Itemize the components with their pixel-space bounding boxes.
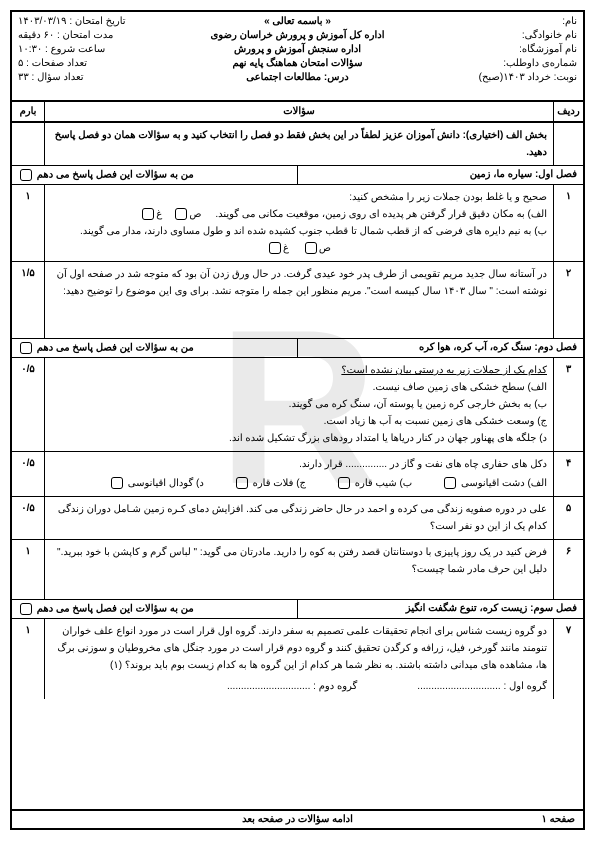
q3-score: ۰/۵ bbox=[12, 358, 44, 451]
checkbox-icon[interactable] bbox=[142, 208, 154, 220]
q3-num: ۳ bbox=[553, 358, 583, 451]
course-line: درس: مطالعات اجتماعی bbox=[204, 72, 390, 83]
q4-score: ۰/۵ bbox=[12, 452, 44, 496]
section-2-bar: فصل دوم: سنگ کره، آب کره، هوا کره من به … bbox=[12, 339, 583, 358]
q5-score: ۰/۵ bbox=[12, 497, 44, 539]
q4-num: ۴ bbox=[553, 452, 583, 496]
col-row-header: ردیف bbox=[553, 102, 583, 121]
question-5: ۵ علی در دوره صفویه زندگی می کرده و احمد… bbox=[12, 497, 583, 540]
checkbox-icon[interactable] bbox=[20, 342, 32, 354]
q2-num: ۲ bbox=[553, 262, 583, 338]
section-2-answer: من به سؤالات این فصل پاسخ می دهم bbox=[12, 339, 297, 357]
exam-start: ساعت شروع : ۱۰:۳۰ bbox=[18, 44, 204, 55]
question-2: ۲ در آستانه سال جدید مریم تقویمی از طرف … bbox=[12, 262, 583, 339]
intro-text: بخش الف (اختیاری): دانش آموزان عزیز لطفا… bbox=[44, 123, 553, 165]
section-3-title: فصل سوم: زیست کره، تنوع شگفت انگیز bbox=[297, 600, 583, 618]
q7-num: ۷ bbox=[553, 619, 583, 699]
section-1-answer: من به سؤالات این فصل پاسخ می دهم bbox=[12, 166, 297, 184]
label-family: نام خانوادگی: bbox=[391, 30, 577, 41]
exam-duration: مدت امتحان : ۶۰ دقیقه bbox=[18, 30, 204, 41]
q5-num: ۵ bbox=[553, 497, 583, 539]
header-right: نام: نام خانوادگی: نام آموزشگاه: شماره‌ی… bbox=[391, 16, 577, 96]
page-count: تعداد صفحات : ۵ bbox=[18, 58, 204, 69]
section-3-answer: من به سؤالات این فصل پاسخ می دهم bbox=[12, 600, 297, 618]
question-4: ۴ دکل های حفاری چاه های نفت و گاز در ...… bbox=[12, 452, 583, 497]
label-candidate: شماره‌ی داوطلب: bbox=[391, 58, 577, 69]
footer-continue: ادامه سؤالات در صفحه بعد bbox=[205, 814, 390, 825]
q6-num: ۶ bbox=[553, 540, 583, 599]
question-3: ۳ کدام یک از جملات زیر به درستی بیان نشد… bbox=[12, 358, 583, 452]
q1-num: ۱ bbox=[553, 185, 583, 261]
col-score-header: بارم bbox=[12, 102, 44, 121]
header-left: تاریخ امتحان : ۱۴۰۳/۰۳/۱۹ مدت امتحان : ۶… bbox=[18, 16, 204, 96]
q1-score: ۱ bbox=[12, 185, 44, 261]
col-question-header: سؤالات bbox=[44, 102, 553, 121]
exam-date: تاریخ امتحان : ۱۴۰۳/۰۳/۱۹ bbox=[18, 16, 204, 27]
q6-body: فرض کنید در یک روز پاییزی با دوستانتان ق… bbox=[44, 540, 553, 599]
checkbox-icon[interactable] bbox=[305, 242, 317, 254]
org-line-3: سؤالات امتحان هماهنگ پایه نهم bbox=[204, 58, 390, 69]
intro-row: بخش الف (اختیاری): دانش آموزان عزیز لطفا… bbox=[12, 123, 583, 166]
section-1-title: فصل اول: سیاره ما، زمین bbox=[297, 166, 583, 184]
q4-body: دکل های حفاری چاه های نفت و گاز در .....… bbox=[44, 452, 553, 496]
question-6: ۶ فرض کنید در یک روز پاییزی با دوستانتان… bbox=[12, 540, 583, 600]
q1-body: صحیح و یا غلط بودن جملات زیر را مشخص کنی… bbox=[44, 185, 553, 261]
checkbox-icon[interactable] bbox=[236, 477, 248, 489]
bismillah: « باسمه تعالی » bbox=[204, 16, 390, 27]
checkbox-icon[interactable] bbox=[338, 477, 350, 489]
question-7: ۷ دو گروه زیست شناس برای انجام تحقیقات ع… bbox=[12, 619, 583, 699]
org-line-2: اداره سنجش آموزش و پرورش bbox=[204, 44, 390, 55]
label-school: نام آموزشگاه: bbox=[391, 44, 577, 55]
section-2-title: فصل دوم: سنگ کره، آب کره، هوا کره bbox=[297, 339, 583, 357]
page-footer: صفحه ۱ ادامه سؤالات در صفحه بعد bbox=[12, 809, 583, 828]
org-line-1: اداره کل آموزش و پرورش خراسان رضوی bbox=[204, 30, 390, 41]
section-1-bar: فصل اول: سیاره ما، زمین من به سؤالات این… bbox=[12, 166, 583, 185]
exam-header: نام: نام خانوادگی: نام آموزشگاه: شماره‌ی… bbox=[12, 12, 583, 102]
q5-body: علی در دوره صفویه زندگی می کرده و احمد د… bbox=[44, 497, 553, 539]
checkbox-icon[interactable] bbox=[20, 603, 32, 615]
checkbox-icon[interactable] bbox=[269, 242, 281, 254]
footer-page: صفحه ۱ bbox=[390, 814, 575, 825]
q2-score: ۱/۵ bbox=[12, 262, 44, 338]
checkbox-icon[interactable] bbox=[175, 208, 187, 220]
checkbox-icon[interactable] bbox=[20, 169, 32, 181]
table-header: ردیف سؤالات بارم bbox=[12, 102, 583, 123]
q7-body: دو گروه زیست شناس برای انجام تحقیقات علم… bbox=[44, 619, 553, 699]
q6-score: ۱ bbox=[12, 540, 44, 599]
checkbox-icon[interactable] bbox=[444, 477, 456, 489]
q3-body: کدام یک از جملات زیر به درستی بیان نشده … bbox=[44, 358, 553, 451]
label-session: نوبت: خرداد ۱۴۰۳(صبح) bbox=[391, 72, 577, 83]
label-name: نام: bbox=[391, 16, 577, 27]
header-center: « باسمه تعالی » اداره کل آموزش و پرورش خ… bbox=[204, 16, 390, 96]
q2-body: در آستانه سال جدید مریم تقویمی از طرف پد… bbox=[44, 262, 553, 338]
checkbox-icon[interactable] bbox=[111, 477, 123, 489]
section-3-bar: فصل سوم: زیست کره، تنوع شگفت انگیز من به… bbox=[12, 600, 583, 619]
question-1: ۱ صحیح و یا غلط بودن جملات زیر را مشخص ک… bbox=[12, 185, 583, 262]
question-count: تعداد سؤال : ۳۳ bbox=[18, 72, 204, 83]
q7-score: ۱ bbox=[12, 619, 44, 699]
